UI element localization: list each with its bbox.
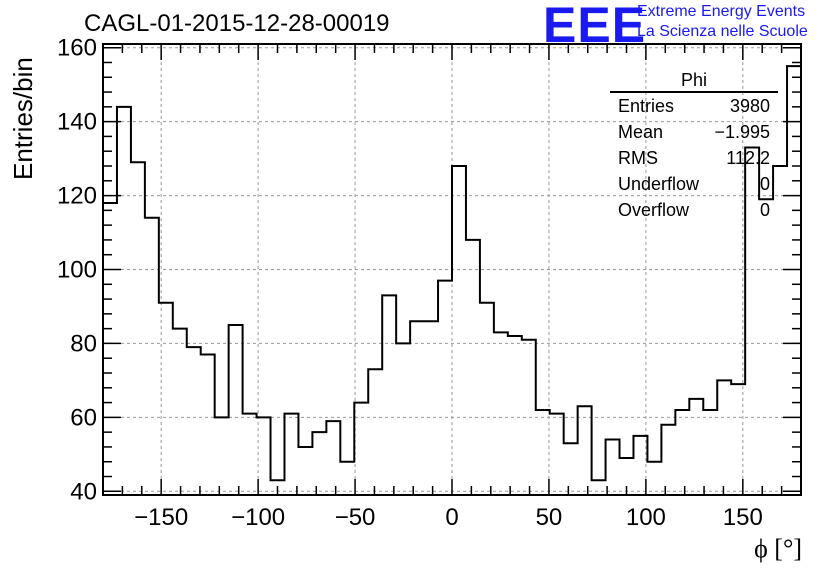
stats-row-entries: Entries 3980 xyxy=(610,93,778,119)
stats-label: Underflow xyxy=(618,174,700,194)
histogram-bin xyxy=(117,107,131,495)
y-tick-label: 160 xyxy=(57,35,97,62)
y-tick-label: 60 xyxy=(70,404,97,431)
x-tick-label: 150 xyxy=(723,504,763,531)
logo-line-1: Extreme Energy Events xyxy=(637,3,806,20)
chart-title: CAGL-01-2015-12-28-00019 xyxy=(84,10,390,37)
stats-row-underflow: Underflow 0 xyxy=(610,171,778,197)
histogram-bin xyxy=(173,329,187,495)
stats-value: −1.995 xyxy=(714,122,770,142)
stats-name: Phi xyxy=(610,70,778,93)
histogram-bin xyxy=(145,218,159,495)
logo-line-2: La Scienza nelle Scuole xyxy=(637,23,808,40)
stats-value: 0 xyxy=(759,174,770,194)
histogram-bin xyxy=(312,432,326,495)
histogram-bin xyxy=(340,462,354,495)
histogram-bin xyxy=(438,281,452,495)
stats-value: 3980 xyxy=(729,96,770,116)
histogram-bin xyxy=(410,321,424,495)
histogram-bin xyxy=(466,240,480,495)
y-tick-label: 80 xyxy=(70,330,97,357)
y-tick-label: 100 xyxy=(57,257,97,284)
histogram-bin xyxy=(243,414,257,495)
histogram-bin xyxy=(326,421,340,495)
stats-value: 0 xyxy=(759,200,770,220)
histogram-series-line xyxy=(102,65,802,495)
x-tick-label: 0 xyxy=(445,504,458,531)
histogram-bin xyxy=(131,162,145,495)
histogram-bin xyxy=(787,66,801,495)
histogram-bin xyxy=(592,480,606,495)
stats-row-rms: RMS 112.2 xyxy=(610,145,778,171)
histogram-bin xyxy=(647,462,661,495)
y-tick-label: 140 xyxy=(57,109,97,136)
histogram-bin xyxy=(717,380,731,495)
histogram-bin xyxy=(675,410,689,495)
x-tick-label: −50 xyxy=(335,504,376,531)
stats-row-overflow: Overflow 0 xyxy=(610,197,778,223)
stats-label: Entries xyxy=(618,96,675,116)
histogram-bin xyxy=(452,166,466,495)
histogram-bin xyxy=(103,203,117,495)
histogram-bin xyxy=(424,321,438,495)
histogram-bin xyxy=(703,410,717,495)
y-tick-label: 120 xyxy=(57,183,97,210)
histogram-bin xyxy=(354,403,368,495)
histogram-bin xyxy=(578,406,592,495)
histogram-bin xyxy=(298,447,312,495)
x-tick-label: 100 xyxy=(626,504,666,531)
histogram-bin xyxy=(508,336,522,495)
histogram-bin xyxy=(480,303,494,495)
stats-row-mean: Mean −1.995 xyxy=(610,119,778,145)
histogram-bin xyxy=(550,414,564,495)
x-tick-label: −100 xyxy=(231,504,285,531)
histogram-bin xyxy=(284,414,298,495)
histogram-bin xyxy=(368,369,382,495)
histogram-bin xyxy=(229,325,243,495)
histogram-bin xyxy=(187,347,201,495)
x-tick-label: −150 xyxy=(134,504,188,531)
histogram-bin xyxy=(201,355,215,495)
stats-label: Overflow xyxy=(618,200,690,220)
x-axis-label: ϕ [°] xyxy=(754,534,802,563)
histogram-bin xyxy=(396,343,410,495)
y-tick-label: 40 xyxy=(70,478,97,505)
stats-value: 112.2 xyxy=(726,148,770,168)
histogram-bin xyxy=(215,417,229,495)
x-tick-label: 50 xyxy=(536,504,563,531)
histogram-bin xyxy=(494,332,508,495)
histogram-bin xyxy=(564,443,578,495)
histogram-bin xyxy=(661,425,675,495)
histogram-bin xyxy=(536,410,550,495)
stats-label: Mean xyxy=(618,122,664,142)
histogram-bin xyxy=(689,399,703,495)
stats-label: RMS xyxy=(618,148,658,168)
histogram-bin xyxy=(382,295,396,495)
stats-box: Phi Entries 3980 Mean −1.995 RMS 112.2 U… xyxy=(610,70,778,223)
histogram-bin xyxy=(759,199,773,495)
